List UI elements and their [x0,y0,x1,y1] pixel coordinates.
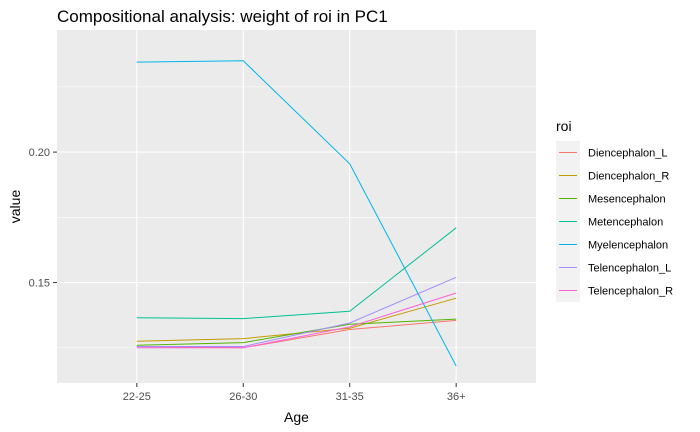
legend-label: Metencephalon [588,217,663,229]
series-line-metencephalon [136,227,457,320]
major-gridlines [57,30,536,383]
x-axis-ticks: 22-25 26-30 31-35 36+ [123,383,466,403]
plot-panel [57,30,536,383]
legend-title: roi [556,118,572,134]
y-axis-title: value [7,190,23,224]
series-line-mesencephalon [136,318,457,346]
y-axis-ticks: 0.15 0.20 [29,147,57,290]
y-tick-label: 0.20 [29,147,50,159]
x-tick-label: 26-30 [229,391,257,403]
legend-label: Diencephalon_L [588,148,668,160]
x-tick-label: 36+ [447,391,466,403]
chart-title: Compositional analysis: weight of roi in… [57,7,388,26]
legend-label: Mesencephalon [588,194,666,206]
legend-label: Telencephalon_L [588,263,671,275]
x-axis-title: Age [284,409,309,425]
series-line-diencephalon-l [136,319,457,349]
series-line-myelencephalon [136,60,457,367]
legend-label: Myelencephalon [588,240,668,252]
y-tick-label: 0.15 [29,278,50,290]
legend: roi Diencephalon_L Diencephalon_R Mesencep… [556,118,673,302]
series-line-telencephalon-r [136,292,457,349]
x-tick-label: 31-35 [336,391,364,403]
x-tick-label: 22-25 [123,391,151,403]
legend-label: Diencephalon_R [588,171,669,183]
series-line-telencephalon-l [136,276,457,347]
series-lines [136,60,457,367]
legend-label: Telencephalon_R [588,286,673,298]
